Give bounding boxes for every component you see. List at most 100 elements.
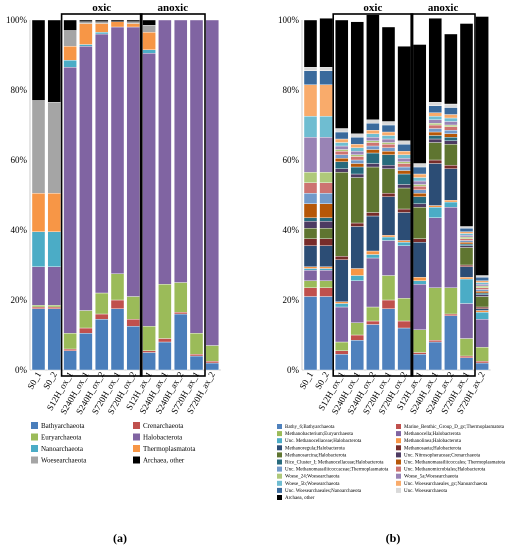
legend-swatch — [396, 466, 401, 472]
bar-segment — [126, 19, 141, 22]
bar-segment — [158, 341, 172, 371]
bar-segment — [319, 172, 333, 183]
legend-label: Unc. Methanocellaceae;Halobacterota — [285, 439, 362, 444]
bar-segment — [158, 19, 172, 285]
bar-segment — [319, 137, 333, 173]
bar-segment — [397, 158, 411, 162]
bar-segment — [366, 212, 380, 217]
group-label: anoxic — [428, 2, 459, 14]
bar-segment — [475, 362, 489, 371]
bar-segment — [205, 345, 220, 362]
bar-segment — [444, 133, 458, 138]
bar-segment — [31, 100, 46, 194]
bar-segment — [381, 144, 396, 148]
bar-segment — [413, 180, 427, 185]
legend-swatch — [277, 473, 282, 479]
bar-segment — [475, 16, 489, 276]
bar-segment — [366, 140, 380, 143]
bar-segment — [303, 217, 318, 222]
bar-segment — [63, 333, 77, 350]
bar-segment — [303, 70, 318, 85]
group-box — [410, 13, 476, 377]
bar-segment — [319, 221, 333, 229]
bar-segment — [428, 124, 442, 129]
bar-segment — [428, 341, 442, 371]
bar-segment — [303, 221, 318, 229]
bar-segment — [335, 142, 349, 147]
legend-swatch — [31, 445, 38, 452]
bar-segment — [350, 222, 364, 227]
bar-segment — [47, 193, 61, 232]
bar-segment — [444, 315, 458, 371]
legend-swatch — [133, 445, 140, 452]
bar-segment — [303, 193, 318, 204]
bar-segment — [428, 112, 442, 117]
bar-segment — [413, 166, 427, 175]
bar-segment — [428, 102, 442, 106]
bar-segment — [444, 117, 458, 122]
bar-segment — [475, 287, 489, 290]
panel-b-chart: 0%20%40%60%80%100%S0_1S0_2S12H_ox_1S240H… — [277, 2, 506, 501]
bar-segment — [381, 142, 396, 145]
bar-segment — [79, 327, 93, 334]
bar-segment — [63, 348, 77, 351]
bar-segment — [335, 259, 349, 302]
bar-segment — [397, 144, 411, 152]
bar-segment — [475, 277, 489, 281]
bar-segment — [303, 287, 318, 297]
bar-segment — [335, 128, 349, 133]
bar-segment — [319, 296, 333, 371]
bar-segment — [475, 282, 489, 285]
bar-segment — [335, 154, 349, 159]
bar-segment — [459, 247, 474, 266]
bar-segment — [428, 18, 442, 103]
bar-segment — [366, 137, 380, 141]
legend-swatch — [133, 433, 140, 441]
bar-segment — [158, 284, 172, 339]
bar-segment — [428, 135, 442, 140]
bar-segment — [397, 240, 411, 243]
bar-segment — [335, 256, 349, 260]
bar-segment — [459, 23, 474, 227]
bar-segment — [428, 123, 442, 126]
bar-segment — [444, 137, 458, 141]
panel-a-chart: 0%20%40%60%80%100%S0_1S0_2S12H_ox_1S240H… — [6, 2, 221, 465]
bar-segment — [381, 240, 396, 276]
bar-segment — [126, 23, 141, 28]
bar-segment — [126, 296, 141, 320]
bar-segment — [428, 119, 442, 124]
bar-segment — [303, 228, 318, 239]
bar-segment — [366, 215, 380, 252]
legend-swatch — [277, 466, 282, 472]
group-label: oxic — [363, 2, 382, 14]
bar-segment — [459, 231, 474, 234]
bar-segment — [428, 128, 442, 133]
bar-segment — [158, 338, 172, 343]
y-tick-label: 80% — [11, 85, 28, 95]
bar-segment — [142, 53, 156, 327]
bar-segment — [319, 84, 333, 117]
bar-segment — [397, 320, 411, 329]
legend-label: Bathy_6;Bathyarchaeota — [285, 425, 335, 430]
bar-segment — [475, 308, 489, 311]
legend-label: Unc. Methanomassiliicoccaceae;Thermoplas… — [285, 468, 389, 473]
bar-segment — [303, 203, 318, 218]
legend-swatch — [396, 438, 401, 444]
bar-segment — [335, 151, 349, 155]
y-tick-label: 0% — [287, 365, 300, 375]
bar-segment — [303, 238, 318, 246]
bar-segment — [303, 67, 318, 71]
bar-segment — [63, 67, 77, 334]
bar-segment — [475, 292, 489, 295]
bar-segment — [381, 124, 396, 133]
legend-swatch — [396, 431, 401, 437]
bar-segment — [444, 144, 458, 166]
legend-label: Nanoarchaeota — [41, 445, 84, 453]
legend-swatch — [277, 452, 282, 458]
bar-segment — [350, 268, 364, 276]
bar-segment — [475, 347, 489, 362]
bar-segment — [444, 207, 458, 288]
bar-segment — [459, 355, 474, 358]
bar-segment — [47, 266, 61, 306]
bar-segment — [142, 326, 156, 351]
